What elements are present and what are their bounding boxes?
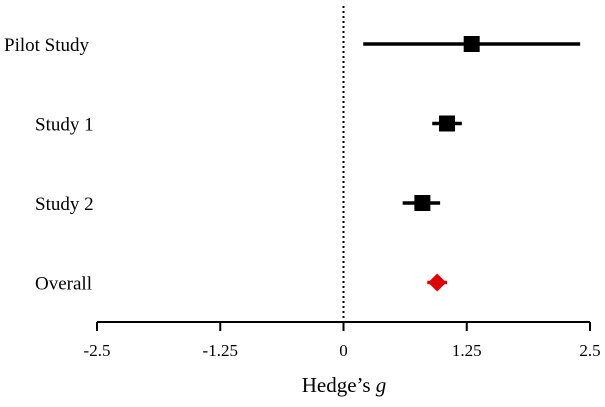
x-axis-title-italic: g bbox=[376, 373, 387, 397]
estimate-square-0 bbox=[463, 36, 480, 52]
studies-layer: Pilot Study Study 1 Study 2 Overall bbox=[4, 35, 581, 295]
x-tick-label-1: -1.25 bbox=[203, 341, 238, 360]
x-axis-title: Hedge’s g bbox=[302, 373, 387, 397]
study-row-2: Study 2 bbox=[35, 194, 441, 215]
study-row-1: Study 1 bbox=[35, 115, 462, 136]
estimate-square-1 bbox=[439, 115, 456, 132]
estimate-diamond-3 bbox=[428, 273, 447, 292]
x-tick-label-0: -2.5 bbox=[84, 341, 111, 360]
x-axis-title-text: Hedge’s bbox=[302, 373, 376, 397]
study-row-3: Overall bbox=[35, 273, 448, 295]
x-axis: -2.5 -1.25 0 1.25 2.5 bbox=[84, 321, 601, 360]
estimate-square-2 bbox=[414, 195, 431, 211]
x-tick-label-3: 1.25 bbox=[452, 341, 482, 360]
study-label-3: Overall bbox=[35, 274, 92, 295]
x-tick-label-4: 2.5 bbox=[579, 341, 600, 360]
study-row-0: Pilot Study bbox=[4, 35, 581, 56]
study-label-0: Pilot Study bbox=[4, 35, 89, 56]
study-label-1: Study 1 bbox=[35, 115, 94, 136]
study-label-2: Study 2 bbox=[35, 194, 94, 215]
x-tick-label-2: 0 bbox=[339, 341, 348, 360]
